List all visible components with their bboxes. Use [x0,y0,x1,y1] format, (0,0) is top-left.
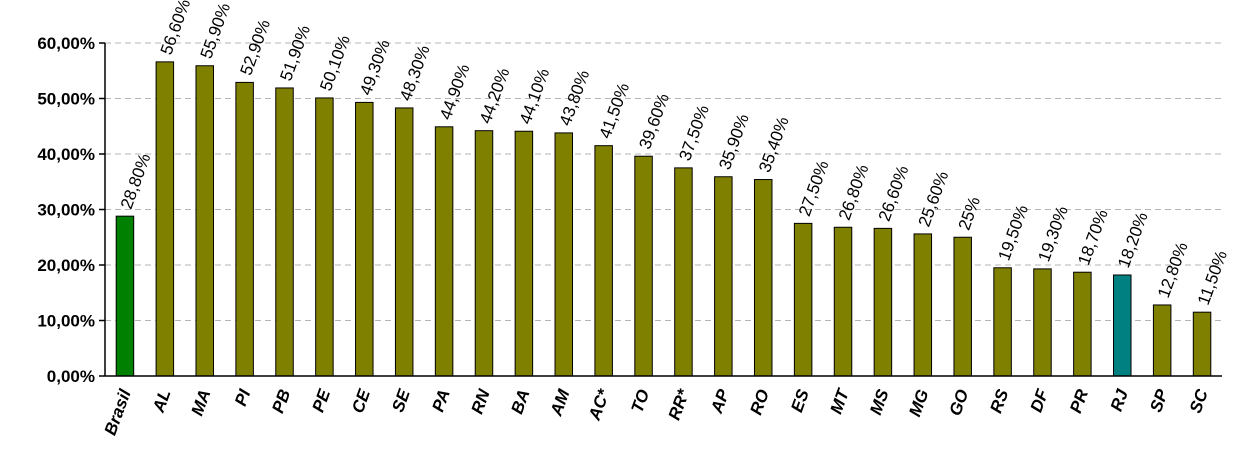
data-label: 39,60% [635,91,673,152]
bar-es [793,222,813,377]
data-label: 12,80% [1154,240,1192,301]
bar-rj [1113,274,1132,377]
x-tick-label: PA [428,387,454,415]
data-label: 52,90% [237,17,275,78]
bar-ro [753,179,773,377]
bar-ba [514,130,534,377]
bar-go [953,236,972,377]
x-tick-label: RR* [665,386,694,423]
data-label: 56,60% [157,0,195,57]
data-label: 35,40% [755,114,793,175]
x-tick-label: MS [866,386,893,417]
y-tick-label: 50,00% [37,90,95,109]
y-tick-label: 20,00% [37,256,95,275]
x-tick-label: PB [268,387,294,416]
x-tick-label: DF [1027,386,1053,414]
data-label: 19,50% [994,202,1032,263]
bar-ma [195,65,214,377]
bar-ce [355,101,374,377]
y-tick-label: 60,00% [37,34,95,53]
y-tick-label: 30,00% [37,201,95,220]
bars [115,61,1212,377]
bar-ms [873,227,893,377]
x-tick-label: RS [986,386,1012,415]
data-label: 44,10% [516,66,554,127]
data-label: 50,10% [316,33,354,94]
x-tick-label: AL [149,387,175,416]
bar-pa [434,126,454,377]
x-tick-label: SE [388,386,414,414]
data-label: 51,90% [276,23,314,84]
data-label: 18,20% [1114,210,1152,271]
data-label: 44,90% [436,61,474,122]
y-tick-label: 0,00% [47,367,95,386]
bar-sp [1152,304,1172,377]
x-tick-label: AP [707,386,733,416]
x-tick-label: AM [546,386,574,419]
data-label: 28,80% [117,151,155,212]
x-tick-label: AC* [585,386,614,424]
data-label: 48,30% [396,43,434,104]
x-tick-label: PR [1066,386,1092,415]
data-label: 55,90% [197,0,235,61]
bar-pr [1073,271,1092,377]
bar-rs [993,267,1012,377]
data-label: 11,50% [1194,248,1231,308]
bar-df [1033,268,1052,377]
bar-pe [315,97,334,377]
x-tick-label: SC [1186,386,1212,415]
x-tick-label: MA [188,387,215,418]
x-tick-label: GO [946,387,973,418]
x-tick-label: SP [1146,386,1172,414]
x-tick-label: MT [827,385,854,416]
bar-se [394,107,414,377]
x-tick-label: RN [467,386,493,416]
y-tick-label: 40,00% [37,145,95,164]
x-tick-label: TO [627,387,653,415]
gridlines [105,42,1222,321]
data-label: 49,30% [356,37,394,98]
bar-pi [235,81,254,377]
data-label: 26,60% [875,163,913,224]
data-label: 43,80% [556,68,594,129]
data-label: 25% [955,194,984,232]
data-label: 19,30% [1034,204,1072,265]
x-tick-label: Brasil [101,386,135,438]
bar-al [155,61,175,377]
data-label: 18,70% [1074,207,1112,268]
y-tick-label: 10,00% [37,312,95,331]
bar-pb [275,87,294,377]
data-label: 26,80% [835,162,873,223]
bar-mg [913,233,933,377]
x-tick-label: MG [905,387,932,419]
y-axis-tick-labels: 0,00% 10,00% 20,00% 30,00% 40,00% 50,00% 60,00… [37,34,105,386]
bar-am [554,132,574,377]
bar-sc [1192,311,1212,377]
x-tick-label: BA [507,387,533,417]
x-tick-label: CE [348,386,374,415]
bar-rr [674,167,693,377]
x-tick-label: RO [746,387,773,417]
bar-brasil [115,215,135,377]
x-tick-label: PE [309,386,335,414]
x-tick-label: ES [787,386,813,414]
bar-mt [833,226,853,377]
bar-ap [714,176,733,377]
bar-rn [474,130,494,377]
x-tick-label: RJ [1107,386,1132,413]
data-label: 41,50% [596,80,634,141]
data-label: 44,20% [476,65,514,126]
bar-ac [594,145,613,377]
data-label: 25,60% [915,169,953,230]
x-axis-category-labels: Brasil AL MA PI PB PE CE SE PA RN BA AM AC* TO RR* AP RO… [101,385,1212,437]
x-tick-label: PI [231,386,255,409]
data-label: 35,90% [715,111,753,172]
bar-to [634,155,653,377]
